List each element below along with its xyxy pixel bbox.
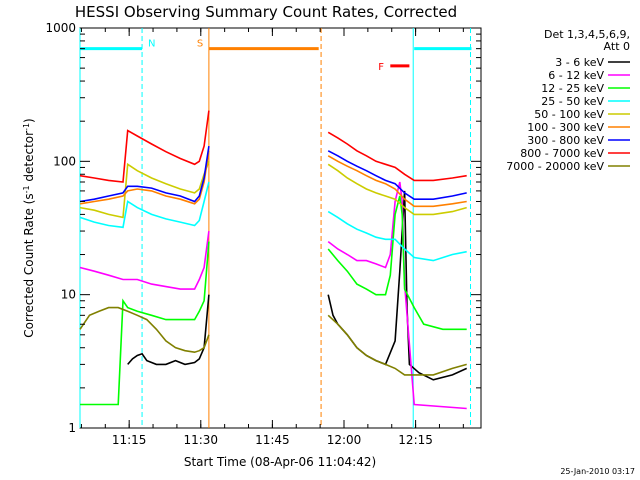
timestamp: 25-Jan-2010 03:17 bbox=[560, 467, 635, 476]
x-axis-ticks: 11:15 11:30 11:45 12:00 12:15 bbox=[80, 28, 464, 447]
y-tick-label-3: 1000 bbox=[45, 21, 76, 35]
legend-label-1: 6 - 12 keV bbox=[548, 69, 604, 82]
legend-label-0: 3 - 6 keV bbox=[555, 56, 604, 69]
x-tick-label-4: 12:15 bbox=[398, 433, 433, 447]
y-tick-label-1: 10 bbox=[61, 288, 76, 302]
time-markers bbox=[79, 28, 471, 428]
legend-label-2: 12 - 25 keV bbox=[541, 82, 604, 95]
series-line-5 bbox=[79, 150, 467, 208]
y-tick-label-0: 1 bbox=[68, 421, 76, 435]
series-lines bbox=[79, 110, 468, 410]
chart-title: HESSI Observing Summary Count Rates, Cor… bbox=[75, 3, 457, 21]
x-tick-label-1: 11:30 bbox=[183, 433, 218, 447]
status-label-F: F bbox=[378, 62, 384, 73]
legend-label-4: 50 - 100 keV bbox=[534, 108, 604, 121]
series-line-4 bbox=[79, 161, 467, 219]
status-label-S: S bbox=[197, 39, 203, 50]
y-tick-label-2: 100 bbox=[53, 154, 76, 168]
y-axis-ticks: 1 10 100 1000 bbox=[45, 21, 481, 435]
legend-header-1: Att 0 bbox=[604, 40, 630, 53]
y-axis-label: Corrected Count Rate (s-1 detector-1) bbox=[22, 118, 36, 337]
series-line-2 bbox=[80, 195, 467, 406]
series-line-8 bbox=[79, 306, 467, 376]
x-tick-label-0: 11:15 bbox=[112, 433, 147, 447]
series-line-7 bbox=[79, 110, 467, 183]
legend-header-0: Det 1,3,4,5,6,9, bbox=[544, 28, 630, 41]
plot-frame bbox=[79, 27, 482, 429]
x-tick-label-2: 11:45 bbox=[255, 433, 290, 447]
series-line-3 bbox=[79, 181, 467, 262]
status-bars: N S F bbox=[80, 39, 472, 73]
legend-label-7: 800 - 7000 keV bbox=[520, 147, 604, 160]
x-axis-label: Start Time (08-Apr-06 11:04:42) bbox=[184, 455, 376, 469]
x-tick-label-3: 12:00 bbox=[327, 433, 362, 447]
status-label-N: N bbox=[148, 39, 155, 50]
legend-label-8: 7000 - 20000 keV bbox=[506, 160, 604, 173]
legend-label-3: 25 - 50 keV bbox=[541, 95, 604, 108]
series-line-6 bbox=[79, 145, 467, 203]
series-line-0 bbox=[127, 190, 468, 381]
legend-label-5: 100 - 300 keV bbox=[527, 121, 604, 134]
legend-label-6: 300 - 800 keV bbox=[527, 134, 604, 147]
